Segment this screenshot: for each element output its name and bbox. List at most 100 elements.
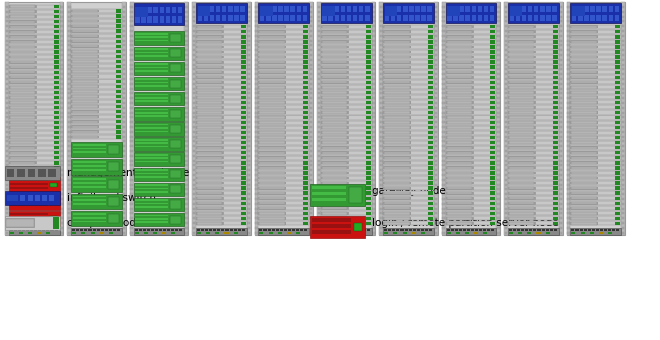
Bar bbox=[185, 88, 187, 89]
Bar bbox=[446, 207, 473, 210]
Bar bbox=[5, 150, 8, 152]
Bar bbox=[383, 86, 411, 89]
Bar bbox=[322, 177, 347, 179]
Bar bbox=[560, 11, 562, 13]
Bar bbox=[197, 96, 222, 99]
Bar bbox=[581, 232, 585, 234]
Bar bbox=[380, 227, 383, 229]
Bar bbox=[53, 30, 59, 33]
Bar bbox=[185, 16, 187, 18]
Bar bbox=[446, 51, 473, 53]
Bar bbox=[303, 81, 308, 84]
Bar bbox=[255, 174, 258, 176]
Bar bbox=[131, 145, 133, 147]
Bar bbox=[259, 46, 285, 48]
Bar bbox=[5, 212, 8, 214]
Bar bbox=[372, 160, 375, 161]
Bar bbox=[490, 25, 496, 29]
Bar bbox=[10, 141, 35, 144]
Bar bbox=[552, 66, 558, 69]
Bar bbox=[622, 126, 624, 128]
Bar bbox=[131, 92, 133, 95]
Bar bbox=[71, 10, 99, 12]
Bar bbox=[53, 146, 59, 149]
Bar bbox=[446, 35, 473, 38]
Bar bbox=[570, 76, 599, 79]
Bar bbox=[508, 167, 536, 169]
Bar bbox=[255, 25, 258, 27]
Bar bbox=[10, 126, 35, 129]
Bar bbox=[193, 35, 195, 37]
Bar bbox=[572, 132, 597, 134]
Bar bbox=[321, 96, 348, 99]
Bar bbox=[133, 198, 184, 211]
Bar bbox=[10, 228, 13, 231]
Bar bbox=[383, 56, 411, 58]
Bar bbox=[123, 116, 125, 118]
Bar bbox=[108, 197, 119, 206]
Bar bbox=[505, 155, 508, 157]
Bar bbox=[321, 141, 372, 145]
Bar bbox=[322, 147, 347, 149]
Bar bbox=[447, 6, 460, 16]
Bar bbox=[317, 25, 320, 27]
Bar bbox=[622, 45, 624, 46]
Bar bbox=[560, 198, 562, 200]
Bar bbox=[135, 33, 168, 35]
Bar bbox=[53, 106, 59, 109]
Bar bbox=[197, 187, 222, 189]
Bar bbox=[259, 232, 263, 234]
Bar bbox=[552, 111, 558, 114]
Bar bbox=[560, 107, 562, 109]
Bar bbox=[428, 25, 433, 29]
Bar bbox=[123, 126, 125, 128]
Bar bbox=[196, 166, 247, 170]
Bar bbox=[10, 101, 35, 104]
Bar bbox=[446, 90, 496, 95]
Bar bbox=[131, 126, 133, 128]
Bar bbox=[116, 30, 121, 33]
Bar bbox=[509, 136, 535, 139]
Bar bbox=[259, 152, 285, 154]
Bar bbox=[185, 83, 187, 85]
Bar bbox=[72, 100, 98, 103]
Bar bbox=[615, 151, 620, 154]
Bar bbox=[567, 78, 570, 80]
Bar bbox=[490, 161, 496, 165]
Bar bbox=[9, 86, 37, 89]
Bar bbox=[72, 35, 98, 37]
Bar bbox=[303, 30, 308, 33]
Bar bbox=[380, 203, 383, 205]
Bar bbox=[380, 83, 383, 85]
Bar bbox=[72, 45, 98, 48]
Bar bbox=[384, 177, 410, 179]
Bar bbox=[259, 35, 286, 38]
Bar bbox=[255, 188, 258, 190]
Bar bbox=[53, 111, 59, 114]
Bar bbox=[234, 6, 239, 12]
Bar bbox=[259, 217, 286, 220]
Bar bbox=[446, 186, 496, 190]
Bar bbox=[259, 147, 285, 149]
Bar bbox=[153, 16, 158, 23]
Bar bbox=[570, 202, 599, 205]
Bar bbox=[505, 78, 508, 80]
Bar bbox=[185, 160, 187, 161]
Bar bbox=[490, 182, 496, 185]
Bar bbox=[131, 112, 133, 114]
Bar bbox=[116, 115, 121, 118]
Bar bbox=[9, 161, 59, 165]
Bar bbox=[560, 136, 562, 138]
Bar bbox=[570, 181, 621, 185]
Bar bbox=[255, 59, 258, 61]
Bar bbox=[193, 11, 195, 13]
Bar bbox=[572, 15, 576, 21]
Bar bbox=[560, 97, 562, 99]
Bar bbox=[341, 6, 345, 12]
Bar bbox=[572, 152, 597, 154]
Bar bbox=[321, 40, 348, 43]
Bar bbox=[515, 15, 520, 21]
Bar bbox=[193, 227, 195, 229]
Bar bbox=[349, 232, 353, 234]
Bar bbox=[196, 216, 247, 220]
